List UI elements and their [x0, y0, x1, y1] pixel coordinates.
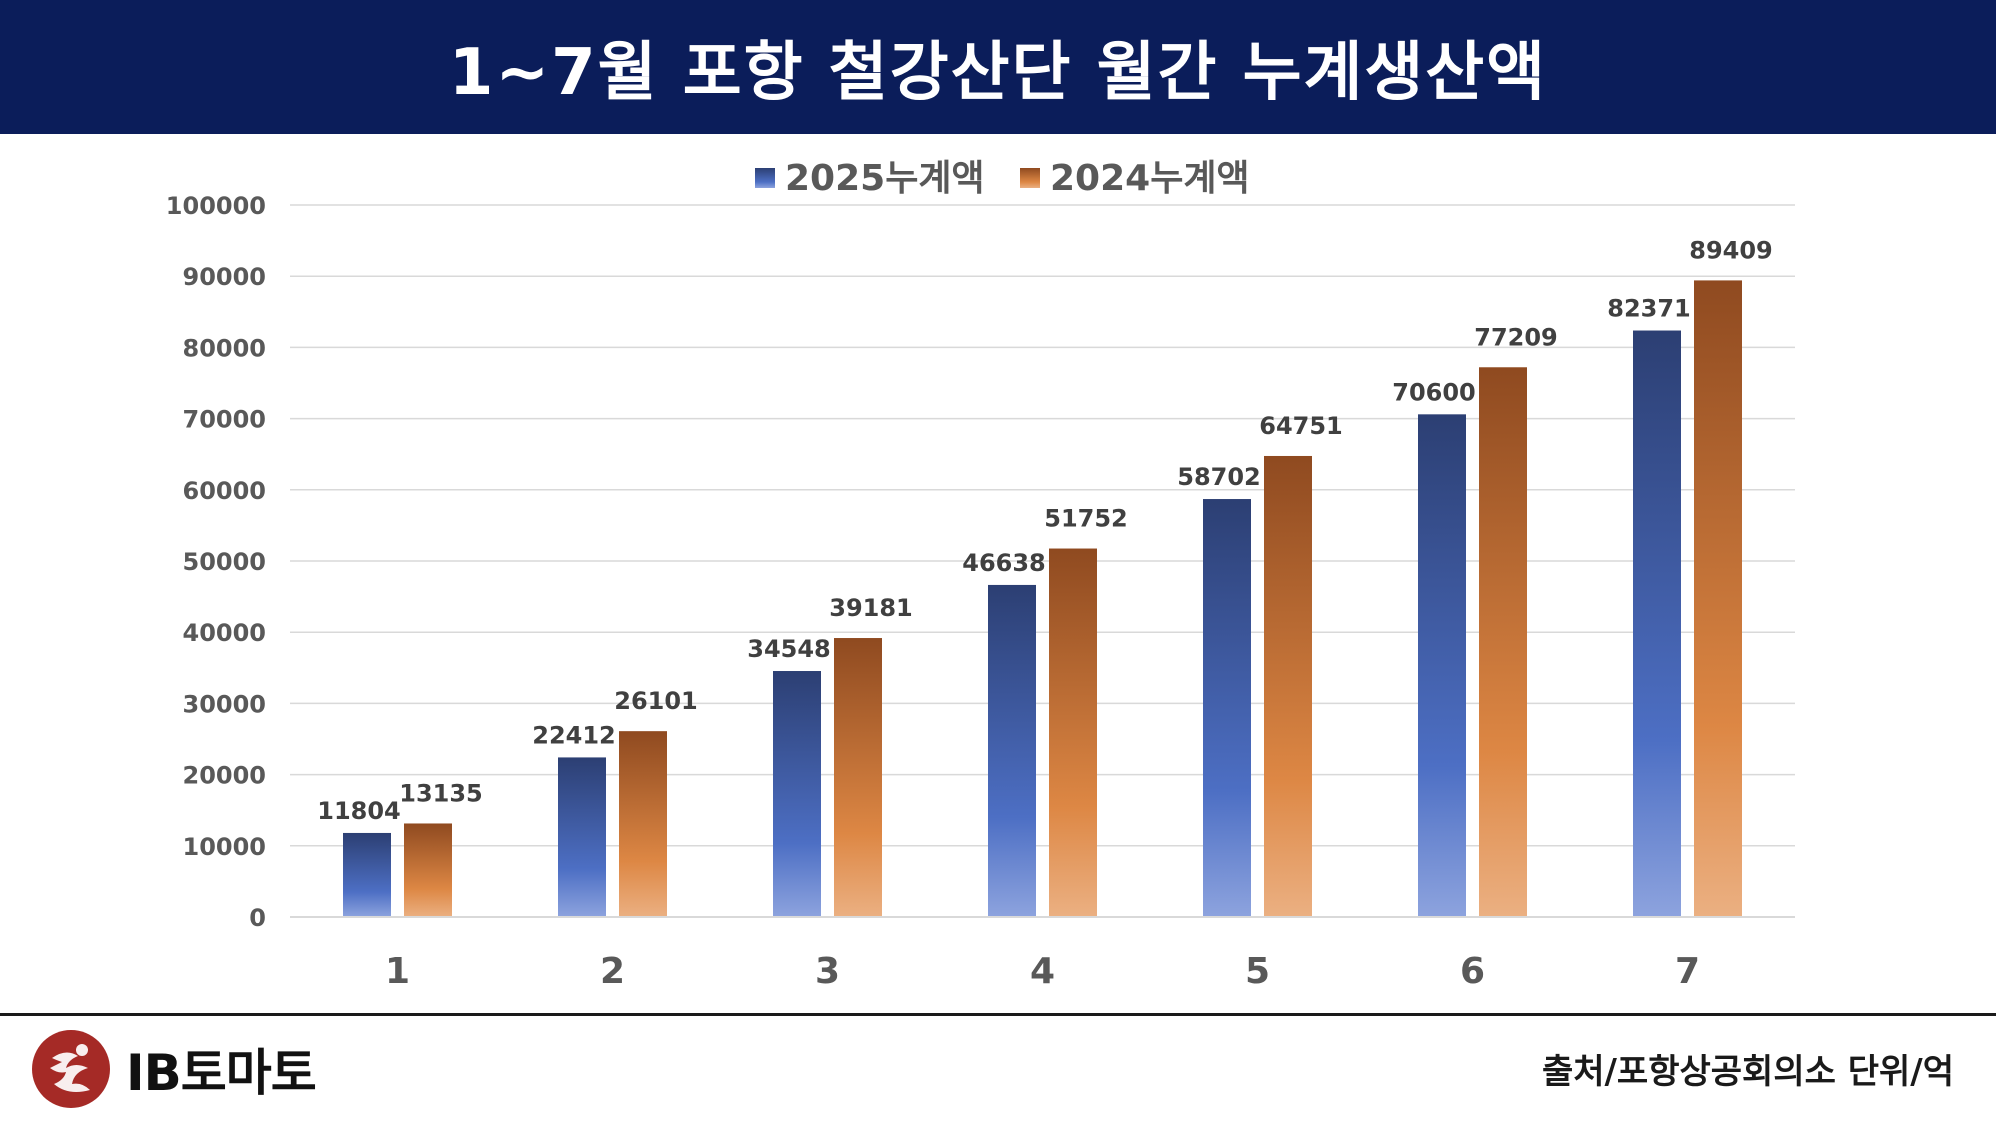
- chart-legend: 2025누계액 2024누계액: [755, 158, 1250, 199]
- bar-series-1-cat-4: [1049, 548, 1097, 917]
- x-axis: 1 2 3 4 5 6 7: [290, 916, 1795, 992]
- legend-label-1: 2024누계액: [1050, 158, 1250, 199]
- bar-series-1-cat-5: [1264, 455, 1312, 917]
- gridlines: [290, 204, 1795, 918]
- chart-title-banner: 1~7월 포항 철강산단 월간 누계생산액: [0, 0, 1996, 134]
- data-label: 39181: [829, 594, 913, 622]
- y-axis: 0 10000 20000 30000 40000 50000 60000 70000 8000…: [166, 192, 266, 932]
- tomato-logo-icon: [32, 1030, 110, 1108]
- logo-text: IB토마토: [126, 1044, 317, 1102]
- x-tick-label: 3: [815, 951, 840, 992]
- data-label: 82371: [1607, 295, 1691, 323]
- y-tick-label: 50000: [183, 548, 267, 576]
- y-tick-label: 40000: [183, 619, 267, 647]
- bar-series-0-cat-6: [1418, 414, 1466, 917]
- x-tick-label: 5: [1245, 951, 1270, 992]
- footer-divider: [0, 1013, 1996, 1016]
- bar-series-0-cat-1: [343, 832, 391, 917]
- data-label: 51752: [1044, 505, 1128, 533]
- bar-series-1-cat-3: [834, 638, 882, 917]
- x-tick-label: 2: [600, 951, 625, 992]
- data-label: 89409: [1689, 236, 1773, 264]
- y-tick-label: 10000: [183, 833, 267, 861]
- data-label: 26101: [614, 687, 698, 715]
- y-tick-label: 70000: [183, 406, 267, 434]
- y-tick-label: 0: [249, 904, 266, 932]
- data-label: 34548: [747, 635, 831, 663]
- legend-swatch-0: [755, 168, 775, 188]
- data-label: 58702: [1177, 463, 1261, 491]
- bar-series-0-cat-2: [558, 757, 606, 917]
- data-label: 13135: [399, 779, 483, 807]
- x-tick-label: 7: [1675, 951, 1700, 992]
- y-tick-label: 80000: [183, 334, 267, 362]
- x-tick-label: 4: [1030, 951, 1055, 992]
- x-tick-label: 6: [1460, 951, 1485, 992]
- bar-series-1-cat-7: [1694, 280, 1742, 917]
- source-note: 출처/포항상공회의소 단위/억: [1541, 1052, 1954, 1092]
- ib-tomato-logo: IB토마토: [30, 1028, 317, 1110]
- bar-series-1-cat-1: [404, 823, 452, 917]
- legend-label-0: 2025누계액: [785, 158, 985, 199]
- bar-series-0-cat-4: [988, 584, 1036, 917]
- data-label: 11804: [317, 797, 401, 825]
- bar-series-0-cat-3: [773, 671, 821, 917]
- data-label: 46638: [962, 549, 1046, 577]
- data-label: 70600: [1392, 378, 1476, 406]
- bar-series-1-cat-2: [619, 731, 667, 917]
- y-tick-label: 90000: [183, 263, 267, 291]
- y-tick-label: 60000: [183, 477, 267, 505]
- bar-series-0-cat-5: [1203, 499, 1251, 917]
- y-tick-label: 30000: [183, 690, 267, 718]
- y-tick-label: 20000: [183, 762, 267, 790]
- bar-series-0-cat-7: [1633, 330, 1681, 917]
- chart-title: 1~7월 포항 철강산단 월간 누계생산액: [448, 36, 1548, 110]
- x-tick-label: 1: [385, 951, 410, 992]
- bar-series-1-cat-6: [1479, 367, 1527, 917]
- y-tick-label: 100000: [166, 192, 266, 220]
- legend-swatch-1: [1020, 168, 1040, 188]
- bar-chart: 2025누계액 2024누계액 0 10000 20000 30000 40000 5000…: [166, 158, 1795, 992]
- data-label: 77209: [1474, 323, 1558, 351]
- data-label: 22412: [532, 721, 616, 749]
- data-label: 64751: [1259, 412, 1343, 440]
